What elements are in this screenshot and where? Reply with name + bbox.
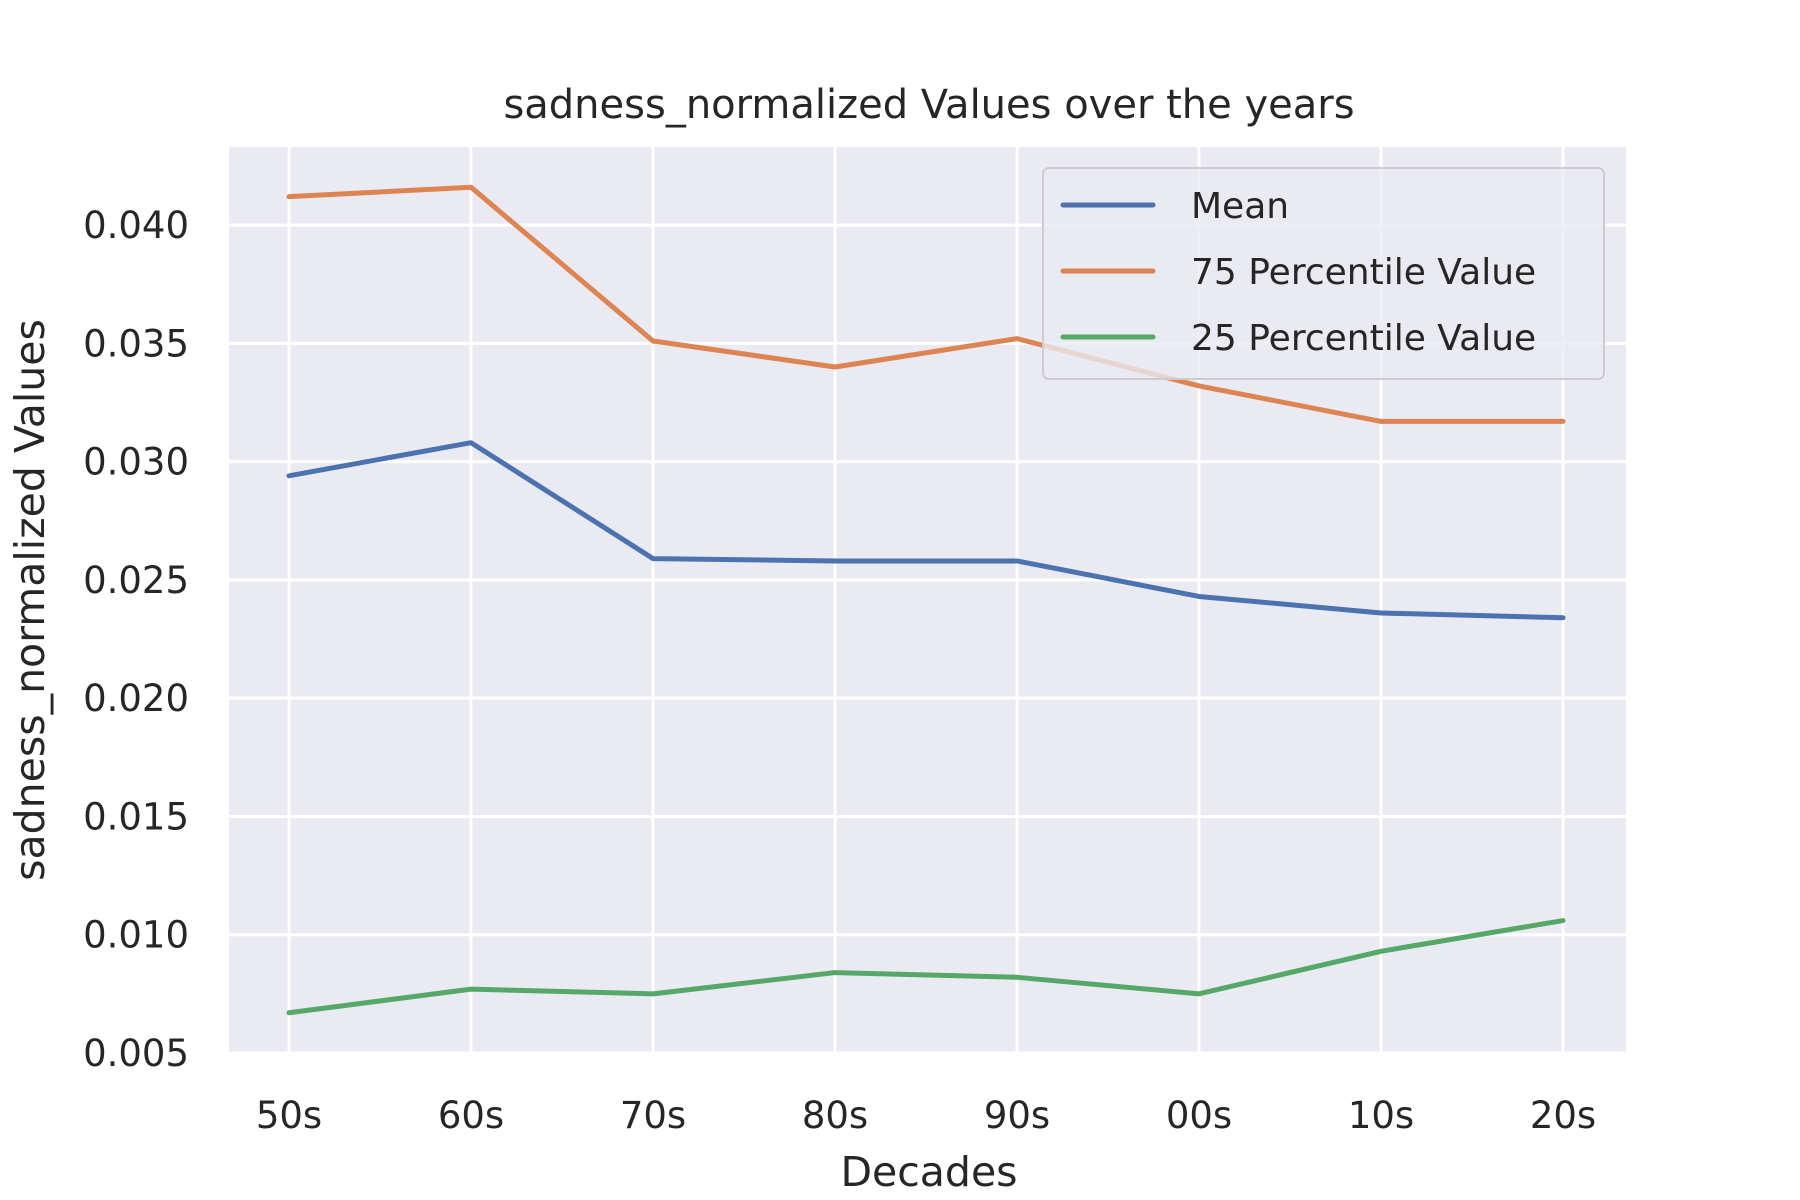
- y-tick-label: 0.040: [83, 204, 189, 247]
- x-tick-label: 60s: [438, 1094, 504, 1137]
- legend-box: [1042, 167, 1605, 380]
- series-line-3: [286, 918, 1566, 1016]
- legend-label: 25 Percentile Value: [1191, 318, 1536, 359]
- y-tick-label: 0.010: [83, 914, 189, 957]
- legend-label: Mean: [1191, 186, 1289, 227]
- y-tick-label: 0.030: [83, 441, 189, 484]
- x-tick-label: 20s: [1530, 1094, 1596, 1137]
- series-line-1: [286, 440, 1566, 621]
- x-tick-label: 10s: [1348, 1094, 1414, 1137]
- chart-title: sadness_normalized Values over the years: [503, 82, 1354, 128]
- y-tick-label: 0.035: [83, 322, 189, 365]
- x-tick-label: 90s: [984, 1094, 1050, 1137]
- y-tick-label: 0.015: [83, 795, 189, 838]
- series-layer: [286, 184, 1566, 1016]
- y-tick-label: 0.020: [83, 677, 189, 720]
- x-axis-label: Decades: [840, 1148, 1017, 1196]
- y-tick-label: 0.005: [83, 1032, 189, 1075]
- x-tick-label: 50s: [256, 1094, 322, 1137]
- x-tick-label: 80s: [802, 1094, 868, 1137]
- legend: Mean 75 Percentile Value 25 Percentile Val…: [1042, 167, 1605, 380]
- axes-text: 0.005 0.010 0.015 0.020 0.025 0.030 0.035 0.040…: [83, 204, 1596, 1137]
- x-tick-label: 70s: [620, 1094, 686, 1137]
- y-axis-label: sadness_normalized Values: [6, 319, 54, 881]
- series-line-2: [286, 184, 1566, 424]
- x-tick-label: 00s: [1166, 1094, 1232, 1137]
- y-tick-label: 0.025: [83, 559, 189, 602]
- legend-label: 75 Percentile Value: [1191, 252, 1536, 293]
